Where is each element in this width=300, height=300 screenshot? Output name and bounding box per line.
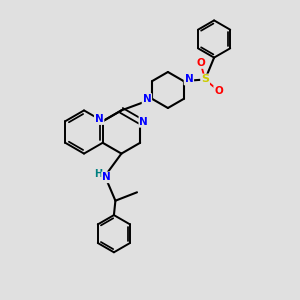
Text: N: N [95,114,103,124]
Text: N: N [184,74,193,85]
Text: H: H [94,169,102,179]
Text: N: N [139,117,148,127]
Text: N: N [102,172,111,182]
Text: O: O [214,86,223,96]
Text: O: O [196,58,205,68]
Text: S: S [201,74,209,85]
Text: N: N [142,94,151,104]
